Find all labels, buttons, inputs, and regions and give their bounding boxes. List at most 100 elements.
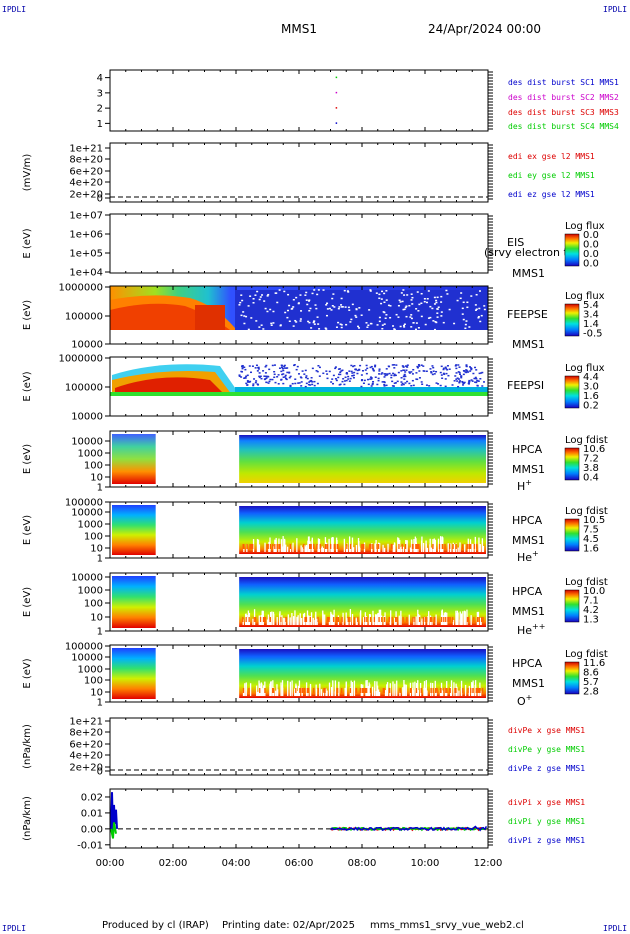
feepse-gap — [261, 294, 264, 296]
y-tick-label: 0.01 — [81, 808, 103, 819]
feepsi-speckle — [468, 381, 471, 383]
hpca-gap-stripe — [249, 683, 252, 696]
feepsi-speckle — [400, 384, 403, 386]
feepse-gap — [311, 292, 314, 295]
hpca-hot-stripe — [381, 617, 383, 622]
feepsi-speckle — [304, 385, 307, 388]
hpca-hot-stripe — [478, 617, 480, 622]
feepse-gap — [355, 308, 358, 311]
hpca-hot-stripe — [439, 688, 442, 693]
hpca-hot-stripe — [445, 688, 447, 693]
feepse-gap — [395, 313, 398, 316]
feepse-gap — [340, 326, 343, 329]
feepsi-speckle — [393, 382, 396, 384]
feepsi-speckle — [284, 377, 287, 380]
hpca-hot-stripe — [475, 688, 477, 693]
feepsi-speckle — [316, 370, 319, 373]
corner-tag-top-right: IPDLI — [603, 5, 628, 14]
feepse-gap — [345, 323, 348, 326]
feepsi-speckle — [402, 366, 405, 368]
feepsi-speckle — [274, 381, 277, 384]
hpca-hot-stripe — [418, 544, 420, 549]
feepsi-speckle — [474, 381, 477, 383]
feepsi-speckle — [385, 368, 388, 370]
hpca-left-block — [112, 434, 156, 484]
feepse-gap — [398, 299, 401, 302]
feepsi-speckle — [322, 372, 325, 375]
y-tick-label: 10 — [90, 613, 103, 624]
hpca-hot-stripe — [262, 617, 265, 622]
hpca-hot-stripe — [435, 688, 437, 693]
feepsi-speckle — [331, 378, 334, 380]
feepse-gap — [360, 314, 363, 316]
feepse-gap — [316, 293, 319, 296]
feepsi-speckle — [318, 366, 321, 369]
feepse-gap — [429, 305, 432, 308]
hpca-gap-stripe — [273, 546, 275, 552]
feepse-gap — [415, 308, 418, 310]
feepsi-speckle — [280, 370, 283, 373]
hpca-gap-stripe — [403, 680, 405, 696]
feepse-gap — [389, 305, 392, 307]
feepse-gap — [300, 310, 303, 312]
hpca-hot-stripe — [353, 617, 355, 622]
hpca-gap-stripe — [464, 611, 466, 625]
hpca-hot-stripe — [424, 617, 426, 622]
feepsi-speckle — [286, 371, 289, 374]
feepse-gap — [339, 323, 342, 325]
feepse-gap — [433, 296, 436, 299]
hpca-gap-stripe — [324, 614, 326, 625]
feepsi-speckle — [470, 368, 473, 371]
feepsi-speckle — [264, 366, 267, 368]
feepse-gap — [326, 308, 329, 310]
feepsi-speckle — [393, 364, 396, 366]
hpca-gap-stripe — [482, 545, 485, 552]
feepsi-speckle — [377, 377, 380, 380]
y-tick-label: 10000 — [71, 340, 103, 351]
feepsi-speckle — [280, 379, 283, 381]
hpca-hot-stripe — [472, 688, 474, 693]
feepsi-speckle — [435, 382, 438, 384]
y-tick-label: 1000 — [78, 520, 103, 531]
hpca-gap-stripe — [450, 691, 452, 696]
colorbar-tick-label: 4.2 — [583, 605, 599, 616]
hpca-gap-stripe — [289, 681, 292, 696]
hpca-gap-stripe — [296, 616, 298, 625]
feepse-gap — [431, 307, 434, 310]
feepsi-speckle — [473, 377, 476, 380]
feepse-gap — [415, 322, 418, 324]
feepse-gap — [402, 289, 405, 291]
feepsi-speckle — [241, 367, 244, 370]
feepsi-speckle — [263, 375, 266, 377]
feepsi-speckle — [313, 384, 316, 387]
panel-frame — [109, 69, 489, 132]
hpca-gap-stripe — [353, 680, 356, 696]
feepsi-speckle — [472, 372, 475, 375]
feepsi-speckle — [420, 364, 423, 366]
hpca-gap-stripe — [296, 690, 299, 696]
hpca-gap-stripe — [328, 538, 330, 552]
feepsi-speckle — [284, 374, 287, 377]
hpca-gap-stripe — [293, 616, 295, 625]
y-tick-label: 1e+21 — [69, 144, 103, 155]
feepsi-speckle — [467, 382, 470, 385]
hpca-gap-stripe — [285, 544, 287, 552]
feepse-gap — [266, 310, 269, 313]
hpca-gap-stripe — [453, 682, 455, 696]
feepsi-speckle — [475, 369, 478, 371]
feepse-gap — [402, 324, 405, 327]
feepsi-speckle — [339, 383, 342, 386]
hpca-hot-stripe — [373, 617, 376, 622]
feepsi-speckle — [282, 382, 285, 385]
hpca-gap-stripe — [257, 539, 260, 552]
colorbar-tick-label: 0.4 — [583, 473, 599, 484]
legend-entry: divPe z gse MMS1 — [508, 764, 585, 773]
hpca-gap-stripe — [300, 545, 302, 552]
feepse-gap — [383, 311, 386, 314]
feepsi-speckle — [264, 378, 267, 380]
y-tick-label: 6e+20 — [69, 167, 103, 178]
feepsi-speckle — [469, 370, 472, 372]
y-tick-label: 0 — [97, 194, 103, 205]
feepsi-speckle — [456, 380, 459, 382]
hpca-gap-stripe — [450, 680, 453, 696]
